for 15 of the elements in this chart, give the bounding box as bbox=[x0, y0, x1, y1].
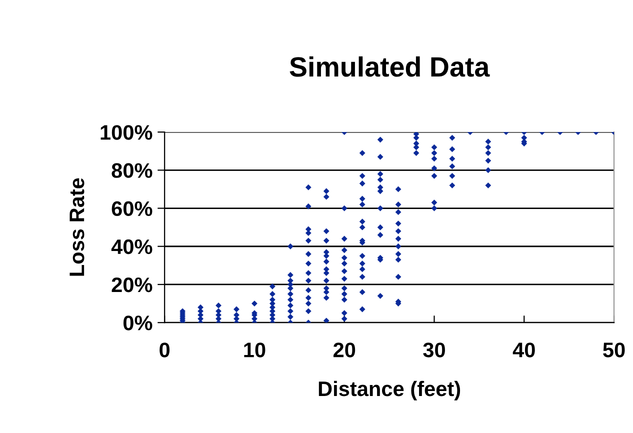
y-tick-label: 20% bbox=[112, 277, 152, 292]
y-tick-label: 60% bbox=[112, 201, 152, 216]
y-tick-label: 40% bbox=[111, 239, 152, 254]
x-tick-label: 20 bbox=[333, 342, 356, 358]
chart-title: Simulated Data bbox=[290, 56, 490, 77]
x-tick-label: 30 bbox=[423, 342, 445, 358]
x-axis-title: Distance (feet) bbox=[318, 380, 460, 400]
x-tick-label: 40 bbox=[512, 342, 535, 358]
y-tick-label: 100% bbox=[100, 125, 152, 140]
y-tick-label: 0% bbox=[123, 316, 152, 330]
y-tick-label: 80% bbox=[112, 163, 152, 178]
y-axis-title: Loss Rate bbox=[70, 178, 84, 276]
x-tick-label: 10 bbox=[244, 342, 266, 358]
x-tick-label: 0 bbox=[160, 342, 170, 358]
x-tick-label: 50 bbox=[603, 342, 625, 358]
